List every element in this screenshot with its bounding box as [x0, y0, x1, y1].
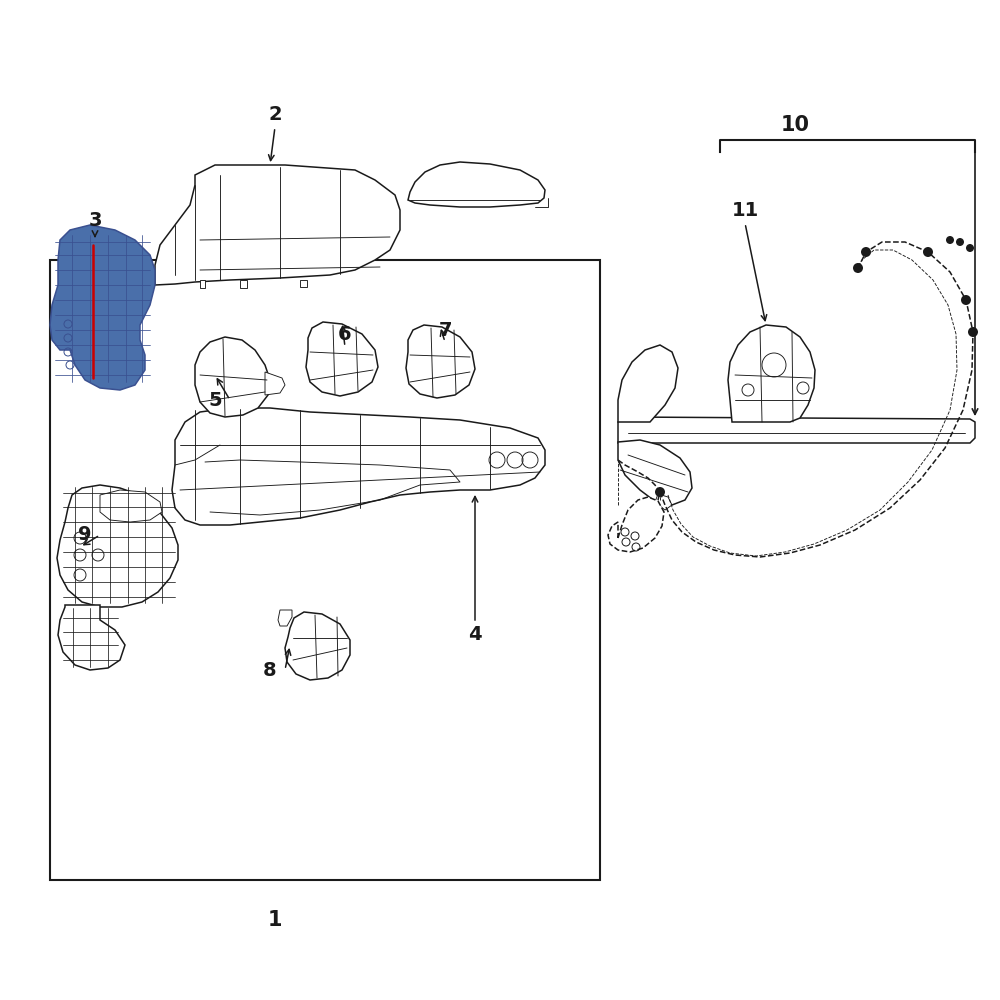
- Polygon shape: [618, 417, 975, 443]
- Circle shape: [968, 327, 978, 337]
- Polygon shape: [200, 280, 205, 288]
- Circle shape: [946, 236, 954, 244]
- Polygon shape: [306, 322, 378, 396]
- Text: 10: 10: [780, 115, 810, 135]
- Polygon shape: [618, 345, 678, 422]
- Polygon shape: [278, 610, 292, 626]
- Polygon shape: [618, 440, 692, 505]
- Polygon shape: [57, 485, 178, 607]
- Polygon shape: [608, 497, 664, 552]
- Text: 3: 3: [88, 211, 102, 230]
- Circle shape: [923, 247, 933, 257]
- Text: 5: 5: [208, 390, 222, 410]
- Polygon shape: [195, 337, 270, 417]
- Text: 7: 7: [438, 320, 452, 340]
- Circle shape: [655, 487, 665, 497]
- Circle shape: [966, 244, 974, 252]
- Text: 8: 8: [263, 660, 277, 680]
- Polygon shape: [240, 280, 247, 288]
- Circle shape: [956, 238, 964, 246]
- Polygon shape: [172, 408, 545, 525]
- Polygon shape: [655, 494, 672, 510]
- Polygon shape: [300, 280, 307, 287]
- Circle shape: [861, 247, 871, 257]
- Circle shape: [853, 263, 863, 273]
- Polygon shape: [728, 325, 815, 422]
- Polygon shape: [100, 490, 162, 522]
- Polygon shape: [408, 162, 545, 207]
- Polygon shape: [155, 165, 400, 285]
- Bar: [50, 260, 600, 880]
- Text: 9: 9: [78, 526, 92, 544]
- Polygon shape: [285, 612, 350, 680]
- Text: 4: 4: [468, 626, 482, 645]
- Polygon shape: [50, 225, 155, 390]
- Text: 11: 11: [731, 200, 759, 220]
- Polygon shape: [58, 605, 125, 670]
- Polygon shape: [406, 325, 475, 398]
- Text: 1: 1: [268, 910, 282, 930]
- Polygon shape: [265, 372, 285, 395]
- Text: 6: 6: [338, 326, 352, 344]
- Circle shape: [961, 295, 971, 305]
- Text: 2: 2: [268, 105, 282, 124]
